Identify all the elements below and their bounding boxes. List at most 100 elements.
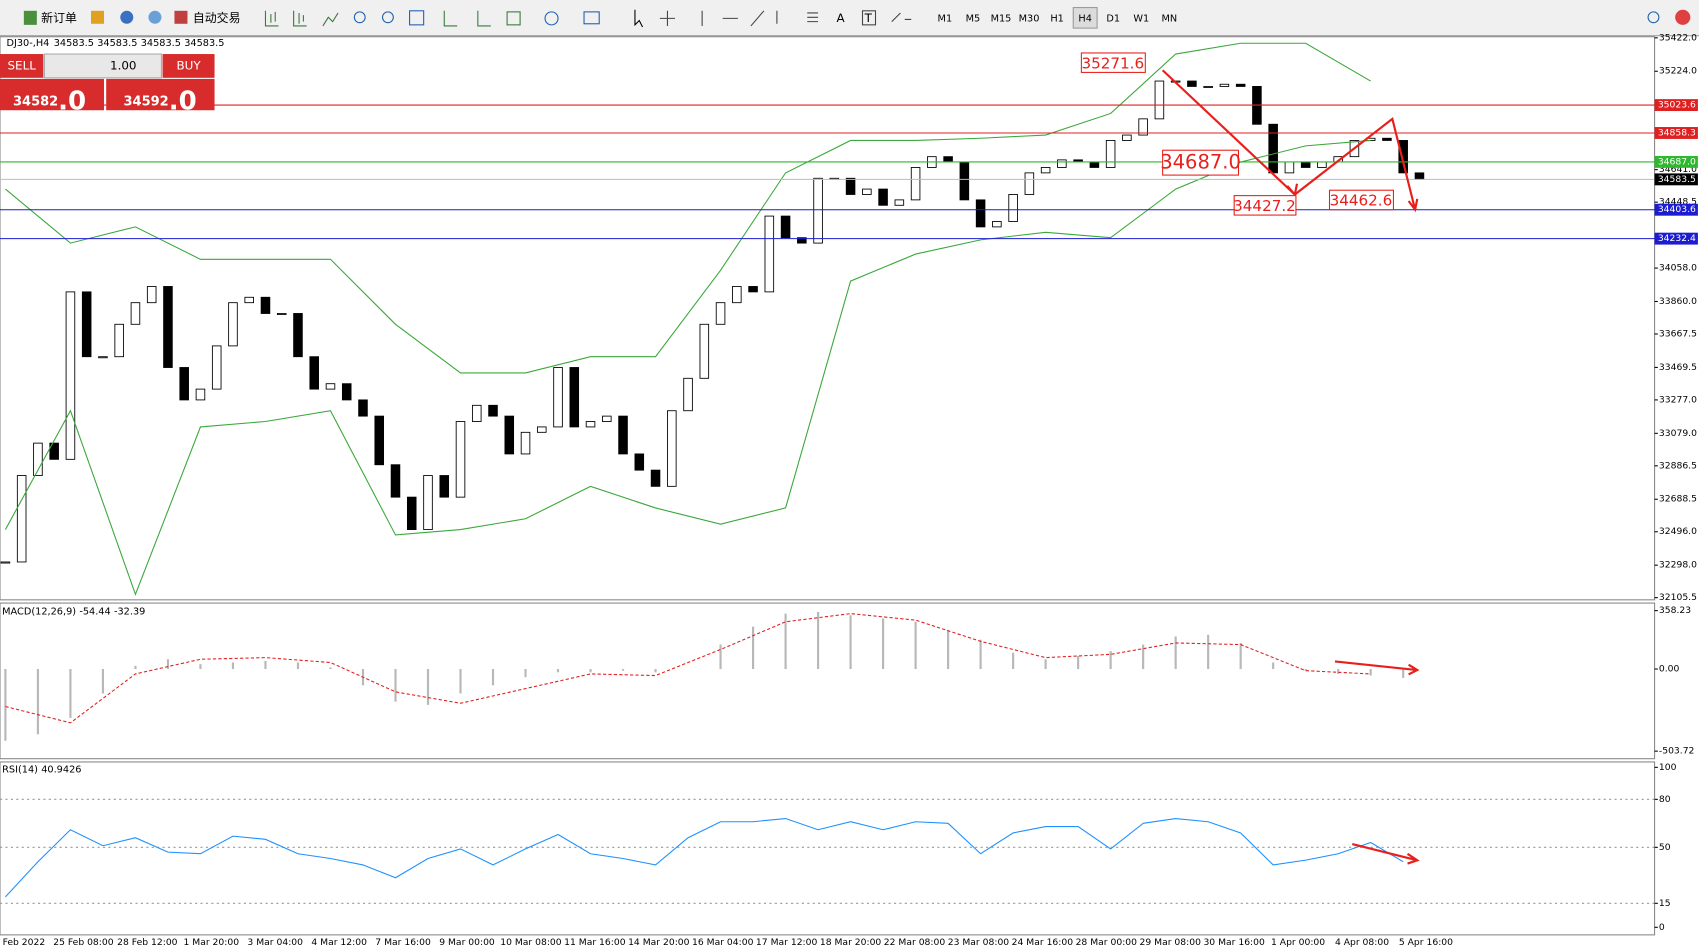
level-tag xyxy=(1654,203,1698,216)
candle xyxy=(341,383,352,401)
zoom-in[interactable] xyxy=(353,11,366,24)
toolbar-icon[interactable] xyxy=(148,10,162,24)
bid[interactable]: 34582.0 xyxy=(13,86,86,116)
candle xyxy=(553,367,563,428)
timeframe-button[interactable]: M30 xyxy=(1019,13,1040,24)
timeframe-button[interactable]: M5 xyxy=(966,13,981,24)
buy-label[interactable]: BUY xyxy=(176,58,201,72)
price-arrow xyxy=(1161,69,1419,213)
level-tag xyxy=(1654,155,1698,168)
timeframe-button[interactable]: MN xyxy=(1162,13,1178,24)
bid-box[interactable] xyxy=(0,78,105,111)
annotation-box xyxy=(1080,52,1146,73)
price-label: 32105.5 xyxy=(1659,592,1697,603)
candle xyxy=(16,475,27,563)
candle xyxy=(1040,167,1051,174)
candle xyxy=(1203,86,1213,88)
shapes[interactable] xyxy=(891,12,912,22)
time-label: 30 Mar 16:00 xyxy=(1203,937,1265,948)
candle xyxy=(0,561,11,564)
candle xyxy=(504,415,515,455)
price-label: 33667.5 xyxy=(1659,329,1697,340)
zoom-out[interactable] xyxy=(381,11,394,24)
auto-trade-button[interactable]: 自动交易 xyxy=(193,11,241,25)
time-label: 28 Feb 12:00 xyxy=(117,937,178,948)
bid-main[interactable]: 34582 xyxy=(13,94,58,109)
timeframe-button[interactable]: D1 xyxy=(1106,13,1120,24)
cursor[interactable] xyxy=(634,9,644,28)
draw-tools[interactable] xyxy=(659,10,819,27)
new-order-icon[interactable] xyxy=(23,10,37,25)
price-label: 32688.5 xyxy=(1659,494,1697,505)
low: 34583.5 xyxy=(141,38,181,49)
ask[interactable]: 34592.0 xyxy=(124,86,197,116)
bar-chart-tool[interactable] xyxy=(264,10,279,27)
macd-value: -54.44 xyxy=(79,607,110,618)
level-label: 34403.6 xyxy=(1658,204,1696,215)
price-label: 33277.0 xyxy=(1659,394,1697,405)
templates[interactable] xyxy=(583,11,600,25)
candle xyxy=(975,199,986,228)
ask-frac[interactable]: .0 xyxy=(169,86,197,116)
candle xyxy=(179,367,189,401)
candle xyxy=(211,345,222,390)
line-tool[interactable] xyxy=(322,12,339,27)
timeframe-button[interactable]: H1 xyxy=(1050,13,1064,24)
ask-main[interactable]: 34592 xyxy=(124,94,169,109)
time-label: 23 Mar 08:00 xyxy=(948,937,1010,948)
candle xyxy=(471,404,482,422)
auto-trade-icon[interactable] xyxy=(174,10,188,24)
tile[interactable] xyxy=(409,10,425,26)
trend-arrows xyxy=(1161,69,1420,865)
candle xyxy=(195,388,206,401)
annotation-box xyxy=(1328,189,1394,211)
lot-size[interactable]: 1.00 xyxy=(110,58,137,72)
timeframe-button[interactable]: H4 xyxy=(1078,13,1092,24)
candle xyxy=(650,469,661,487)
label-tool[interactable]: T xyxy=(864,11,873,25)
time-label: 16 Mar 04:00 xyxy=(692,937,754,948)
candle xyxy=(520,431,531,455)
candle xyxy=(439,475,450,498)
candle xyxy=(943,156,953,163)
level-tag xyxy=(1654,127,1698,139)
macd-name: MACD(12,26,9) xyxy=(2,607,76,618)
notifications[interactable] xyxy=(1675,9,1691,25)
open: 34583.5 xyxy=(54,38,94,49)
candle xyxy=(1024,172,1035,195)
high: 34583.5 xyxy=(97,38,137,49)
new-order-button[interactable]: 新订单 xyxy=(41,11,77,25)
toolbar-icon[interactable] xyxy=(120,10,134,24)
text-tool[interactable]: A xyxy=(836,11,845,25)
candle xyxy=(1219,83,1230,87)
rsi-line xyxy=(5,817,1404,898)
price-label: 35224.0 xyxy=(1659,66,1697,77)
annotation-box xyxy=(1162,149,1240,176)
candle xyxy=(146,286,157,304)
search[interactable] xyxy=(1647,11,1660,24)
candle xyxy=(780,215,791,239)
annotation: 34687.0 xyxy=(1160,151,1241,174)
candle xyxy=(764,215,775,293)
time-label: 3 Mar 04:00 xyxy=(247,937,303,948)
sell-button[interactable] xyxy=(0,54,44,78)
timeframe-button[interactable]: M15 xyxy=(991,13,1012,24)
sell-label[interactable]: SELL xyxy=(7,58,36,72)
lot-field[interactable] xyxy=(43,53,162,79)
toolbar-icon[interactable] xyxy=(91,10,105,24)
periods[interactable] xyxy=(544,11,559,26)
candle xyxy=(1382,137,1392,141)
candle xyxy=(33,442,43,476)
level-tag xyxy=(1654,173,1698,186)
buy-button[interactable] xyxy=(162,54,215,78)
bid-frac[interactable]: .0 xyxy=(58,86,86,116)
rsi-title: RSI(14) 40.9426 xyxy=(2,765,81,776)
candle xyxy=(390,464,401,498)
timeframe-button[interactable]: M1 xyxy=(938,13,953,24)
candle-tool[interactable] xyxy=(293,10,307,27)
timeframe-button[interactable]: W1 xyxy=(1133,13,1149,24)
indicators[interactable] xyxy=(506,11,521,26)
scroll-tools[interactable] xyxy=(443,10,491,27)
ask-box[interactable] xyxy=(106,78,215,111)
symbol-header: DJ30-,H4 34583.5 34583.5 34583.5 34583.5 xyxy=(7,38,225,49)
